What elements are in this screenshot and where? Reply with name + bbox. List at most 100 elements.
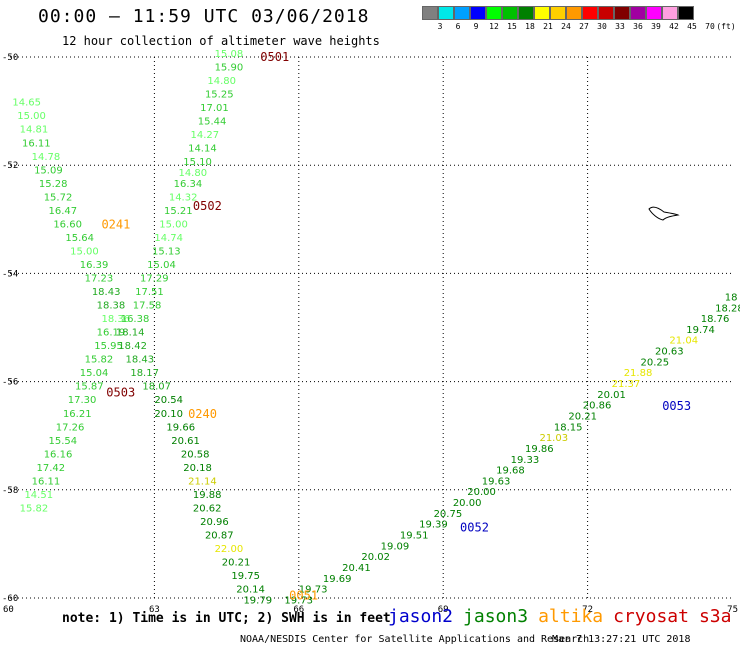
wave-height-value: 17.58	[133, 301, 162, 312]
wave-height-value: 16.60	[53, 219, 82, 230]
color-scale-legend	[422, 6, 694, 20]
wave-height-value: 14.14	[188, 144, 217, 155]
legend-label: 70	[705, 22, 715, 31]
wave-height-value: 20.54	[154, 395, 183, 406]
legend-label: 42	[669, 22, 679, 31]
island-outline	[648, 206, 680, 221]
wave-height-value: 19.86	[525, 444, 554, 455]
wave-height-value: 20.18	[183, 463, 212, 474]
wave-height-value: 20.96	[200, 517, 229, 528]
legend-label: 9	[473, 22, 479, 31]
wave-height-value: 14.81	[20, 125, 49, 136]
wave-height-value: 16.19	[97, 328, 126, 339]
wave-height-value: 19.79	[243, 595, 272, 606]
satellite-legend: jason2 jason3 altika cryosat s3a	[388, 606, 740, 627]
wave-height-value: 18.14	[116, 328, 145, 339]
wave-height-value: 15.00	[70, 246, 99, 257]
wave-height-value: 20.86	[583, 401, 612, 412]
legend-swatch	[502, 6, 518, 20]
wave-height-value: 19.74	[686, 325, 715, 336]
wave-height-value: 19.51	[400, 530, 429, 541]
wave-height-value: 20.61	[171, 436, 200, 447]
wave-height-value: 15.21	[164, 206, 193, 217]
legend-swatch	[470, 6, 486, 20]
pass-label: 0503	[106, 385, 135, 399]
wave-height-value: 16.47	[49, 206, 78, 217]
wave-height-value: 20.00	[453, 498, 482, 509]
generation-timestamp: Mar 7 13:27:21 UTC 2018	[552, 634, 691, 645]
wave-height-value: 21.88	[624, 368, 653, 379]
legend-label: 45	[687, 22, 697, 31]
wave-height-value: 18.43	[126, 355, 155, 366]
legend-swatch	[566, 6, 582, 20]
legend-label: 18	[525, 22, 535, 31]
legend-swatch	[630, 6, 646, 20]
wave-height-value: 19.63	[482, 476, 511, 487]
y-tick-label: -52	[2, 161, 18, 171]
wave-height-value: 15.82	[85, 355, 114, 366]
wave-height-value: 18.76	[701, 314, 730, 325]
pass-label: 0240	[188, 407, 217, 421]
wave-height-value: 14.74	[154, 233, 183, 244]
map-title: 00:00 – 11:59 UTC 03/06/2018	[38, 6, 370, 27]
wave-height-value: 17.30	[68, 395, 97, 406]
legend-swatch	[486, 6, 502, 20]
wave-height-value: 20.14	[236, 585, 265, 596]
satellite-name: s3a	[698, 606, 732, 627]
wave-height-value: 20.00	[467, 487, 496, 498]
credit-text: NOAA/NESDIS Center for Satellite Applica…	[240, 634, 590, 645]
wave-height-value: 19.09	[381, 541, 410, 552]
wave-height-value: 21.14	[188, 476, 217, 487]
pass-label: 0051	[289, 588, 318, 602]
wave-height-value: 16.11	[32, 476, 61, 487]
y-tick-label: -60	[2, 594, 18, 604]
wave-height-value: 15.28	[39, 179, 68, 190]
legend-label: 33	[615, 22, 625, 31]
legend-label: 39	[651, 22, 661, 31]
legend-swatch	[678, 6, 694, 20]
x-tick-label: 75	[727, 605, 738, 615]
legend-label: 21	[543, 22, 553, 31]
wave-height-value: 20.62	[193, 503, 222, 514]
wave-height-value: 20.41	[342, 563, 371, 574]
x-tick-label: 60	[3, 605, 14, 615]
wave-height-value: 20.21	[568, 411, 597, 422]
pass-label: 0053	[662, 399, 691, 413]
wave-height-value: 15.00	[159, 219, 188, 230]
wave-height-value: 15.90	[215, 63, 244, 74]
wave-height-value: 17.26	[56, 422, 85, 433]
satellite-name: altika	[538, 606, 604, 627]
wave-height-value: 15.08	[215, 49, 244, 60]
wave-height-value: 22.00	[215, 544, 244, 555]
legend-swatch	[422, 6, 438, 20]
satellite-name: jason2	[388, 606, 454, 627]
wave-height-value: 16.21	[63, 409, 92, 420]
pass-labels: 0501 0502 0503 0241 0240 0053 0052 0051	[101, 50, 691, 602]
wave-height-value: 19.88	[193, 490, 222, 501]
wave-height-value: 21.37	[612, 379, 641, 390]
wave-height-value: 16.16	[44, 449, 73, 460]
wave-height-value: 21.04	[669, 336, 698, 347]
wave-height-value: 20.01	[597, 390, 626, 401]
x-tick-label: 69	[438, 605, 449, 615]
legend-swatch	[550, 6, 566, 20]
wave-height-value: 19.66	[166, 422, 195, 433]
satellite-name: jason3	[463, 606, 529, 627]
wave-height-value: 14.32	[169, 192, 198, 203]
legend-swatch	[646, 6, 662, 20]
wave-height-value: 21.03	[539, 433, 568, 444]
wave-height-value: 15.13	[152, 246, 181, 257]
legend-swatch	[662, 6, 678, 20]
y-tick-label: -56	[2, 378, 18, 388]
wave-height-value: 19.69	[323, 574, 352, 585]
legend-unit: (ft)	[716, 22, 736, 31]
x-tick-label: 63	[149, 605, 160, 615]
color-scale-labels: 3 6 9 12 15 18 21 24 27 30 33 36 39 42 45 70 (ft)	[422, 22, 740, 34]
legend-swatch	[582, 6, 598, 20]
wave-height-value: 15.95	[94, 341, 123, 352]
wave-height-value: 14.80	[207, 76, 236, 87]
wave-height-value: 20.75	[434, 509, 463, 520]
legend-label: 3	[437, 22, 443, 31]
legend-swatch	[534, 6, 550, 20]
